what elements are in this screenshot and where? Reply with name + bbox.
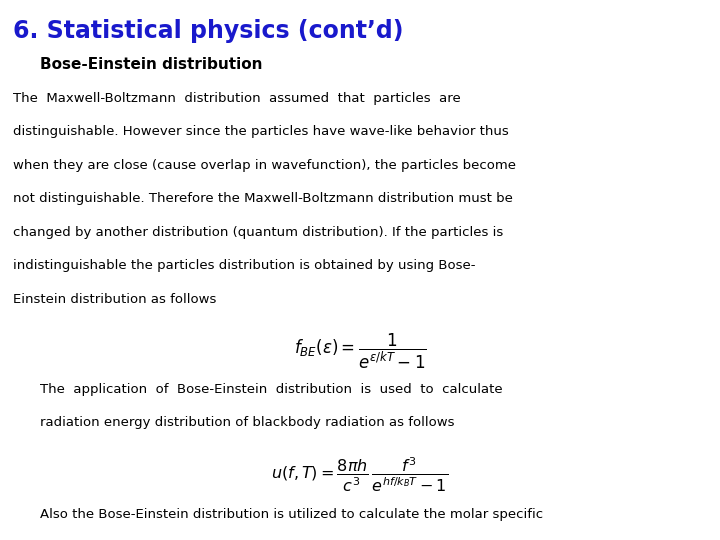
Text: The  application  of  Bose-Einstein  distribution  is  used  to  calculate: The application of Bose-Einstein distrib… xyxy=(40,383,503,396)
Text: $f_{BE}(\varepsilon) = \dfrac{1}{e^{\varepsilon/kT}-1}$: $f_{BE}(\varepsilon) = \dfrac{1}{e^{\var… xyxy=(294,332,426,370)
Text: distinguishable. However since the particles have wave-like behavior thus: distinguishable. However since the parti… xyxy=(13,125,509,138)
Text: radiation energy distribution of blackbody radiation as follows: radiation energy distribution of blackbo… xyxy=(40,416,454,429)
Text: Einstein distribution as follows: Einstein distribution as follows xyxy=(13,293,216,306)
Text: Bose-Einstein distribution: Bose-Einstein distribution xyxy=(40,57,262,72)
Text: changed by another distribution (quantum distribution). If the particles is: changed by another distribution (quantum… xyxy=(13,226,503,239)
Text: 6. Statistical physics (cont’d): 6. Statistical physics (cont’d) xyxy=(13,19,403,43)
Text: Also the Bose-Einstein distribution is utilized to calculate the molar specific: Also the Bose-Einstein distribution is u… xyxy=(40,508,543,521)
Text: $u(f, T) = \dfrac{8\pi h}{c^3}\,\dfrac{f^3}{e^{hf/k_BT}-1}$: $u(f, T) = \dfrac{8\pi h}{c^3}\,\dfrac{f… xyxy=(271,455,449,494)
Text: indistinguishable the particles distribution is obtained by using Bose-: indistinguishable the particles distribu… xyxy=(13,259,475,272)
Text: not distinguishable. Therefore the Maxwell-Boltzmann distribution must be: not distinguishable. Therefore the Maxwe… xyxy=(13,192,513,205)
Text: when they are close (cause overlap in wavefunction), the particles become: when they are close (cause overlap in wa… xyxy=(13,159,516,172)
Text: The  Maxwell-Boltzmann  distribution  assumed  that  particles  are: The Maxwell-Boltzmann distribution assum… xyxy=(13,92,461,105)
